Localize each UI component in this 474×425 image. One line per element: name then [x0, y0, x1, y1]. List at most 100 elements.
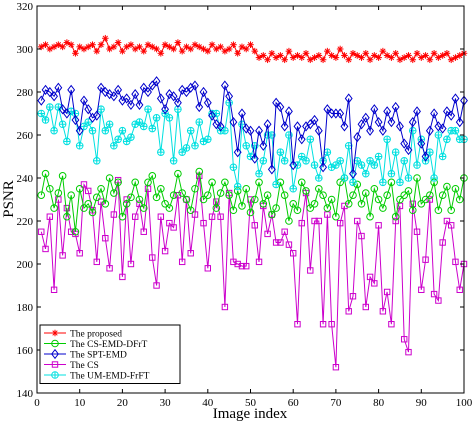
data-point — [101, 86, 110, 98]
data-point — [340, 121, 349, 132]
data-point — [378, 125, 387, 136]
data-point — [387, 178, 396, 187]
data-point — [302, 157, 310, 165]
data-point — [63, 212, 71, 221]
data-point — [122, 137, 131, 146]
y-tick-label: 220 — [17, 216, 34, 228]
data-point — [323, 148, 332, 156]
data-point — [174, 39, 182, 46]
data-point — [455, 116, 464, 128]
data-point — [135, 99, 144, 111]
data-point — [315, 174, 323, 182]
y-tick-label: 160 — [17, 345, 34, 357]
data-point — [97, 105, 105, 113]
legend-label: The CS — [70, 361, 99, 371]
data-point — [297, 178, 306, 187]
data-point — [225, 45, 233, 53]
data-point — [425, 125, 434, 136]
y-tick-label: 280 — [17, 87, 34, 99]
data-point — [396, 178, 404, 187]
data-point — [233, 147, 242, 158]
data-point — [383, 288, 391, 296]
data-point — [345, 56, 353, 64]
data-point — [302, 121, 310, 132]
data-point — [383, 106, 392, 117]
data-point — [413, 228, 421, 235]
data-point — [297, 152, 306, 161]
data-point — [417, 138, 426, 149]
data-point — [148, 80, 157, 91]
data-point — [366, 125, 374, 136]
data-point — [242, 141, 251, 150]
legend-label: The UM-EMD-FrFT — [70, 372, 150, 382]
data-point — [336, 219, 344, 227]
series-line — [40, 102, 464, 189]
data-point — [37, 191, 46, 199]
data-point — [105, 89, 114, 100]
data-point — [135, 118, 144, 126]
data-point — [290, 250, 297, 257]
data-point — [84, 118, 93, 126]
data-point — [281, 228, 288, 235]
data-point — [383, 191, 391, 199]
data-point — [118, 95, 127, 106]
data-point — [67, 191, 75, 199]
data-point — [246, 125, 255, 136]
data-point — [114, 135, 122, 144]
data-point — [293, 161, 302, 169]
data-point — [152, 76, 161, 87]
data-point — [191, 80, 199, 91]
data-point — [323, 204, 332, 212]
data-point — [186, 206, 195, 215]
data-point — [199, 195, 208, 204]
data-point — [388, 54, 395, 61]
legend-entry: The proposed — [44, 330, 122, 340]
legend-entry: The UM-EMD-FrFT — [44, 371, 150, 382]
data-point — [114, 178, 122, 187]
data-point — [118, 126, 127, 135]
data-point — [127, 133, 135, 141]
data-point — [225, 91, 234, 102]
data-point — [114, 39, 122, 46]
data-point — [208, 110, 217, 121]
data-point — [336, 108, 345, 119]
data-point — [413, 161, 421, 169]
data-point — [310, 161, 319, 169]
data-point — [102, 34, 109, 42]
data-point — [408, 126, 417, 135]
data-point — [208, 213, 216, 220]
data-point — [71, 227, 80, 236]
data-point — [438, 152, 447, 161]
data-point — [213, 45, 220, 53]
data-point — [110, 141, 118, 150]
data-point — [67, 228, 75, 235]
data-point — [243, 262, 250, 270]
data-point — [387, 116, 396, 128]
data-point — [84, 43, 92, 51]
data-point — [174, 192, 182, 199]
data-point — [195, 101, 204, 113]
data-point — [200, 219, 207, 227]
data-point — [379, 204, 387, 212]
data-point — [263, 191, 272, 199]
data-point — [101, 126, 110, 135]
data-point — [434, 131, 443, 139]
data-point — [314, 125, 323, 136]
data-point — [422, 52, 429, 59]
data-point — [452, 258, 459, 266]
data-point — [191, 211, 199, 218]
data-point — [336, 157, 344, 165]
data-point — [84, 104, 93, 115]
data-point — [344, 93, 353, 104]
axis-layer: 0 10 20 30 40 50 60 70 80 90 100 140 160 180 200 220 240… — [17, 1, 473, 409]
data-point — [37, 109, 46, 118]
data-point — [332, 364, 340, 371]
data-point — [306, 119, 315, 130]
data-point — [357, 200, 366, 208]
data-point — [92, 157, 101, 165]
data-point — [281, 56, 288, 64]
data-point — [50, 91, 59, 102]
data-point — [106, 265, 113, 272]
data-point — [97, 184, 105, 193]
data-point — [131, 89, 140, 100]
